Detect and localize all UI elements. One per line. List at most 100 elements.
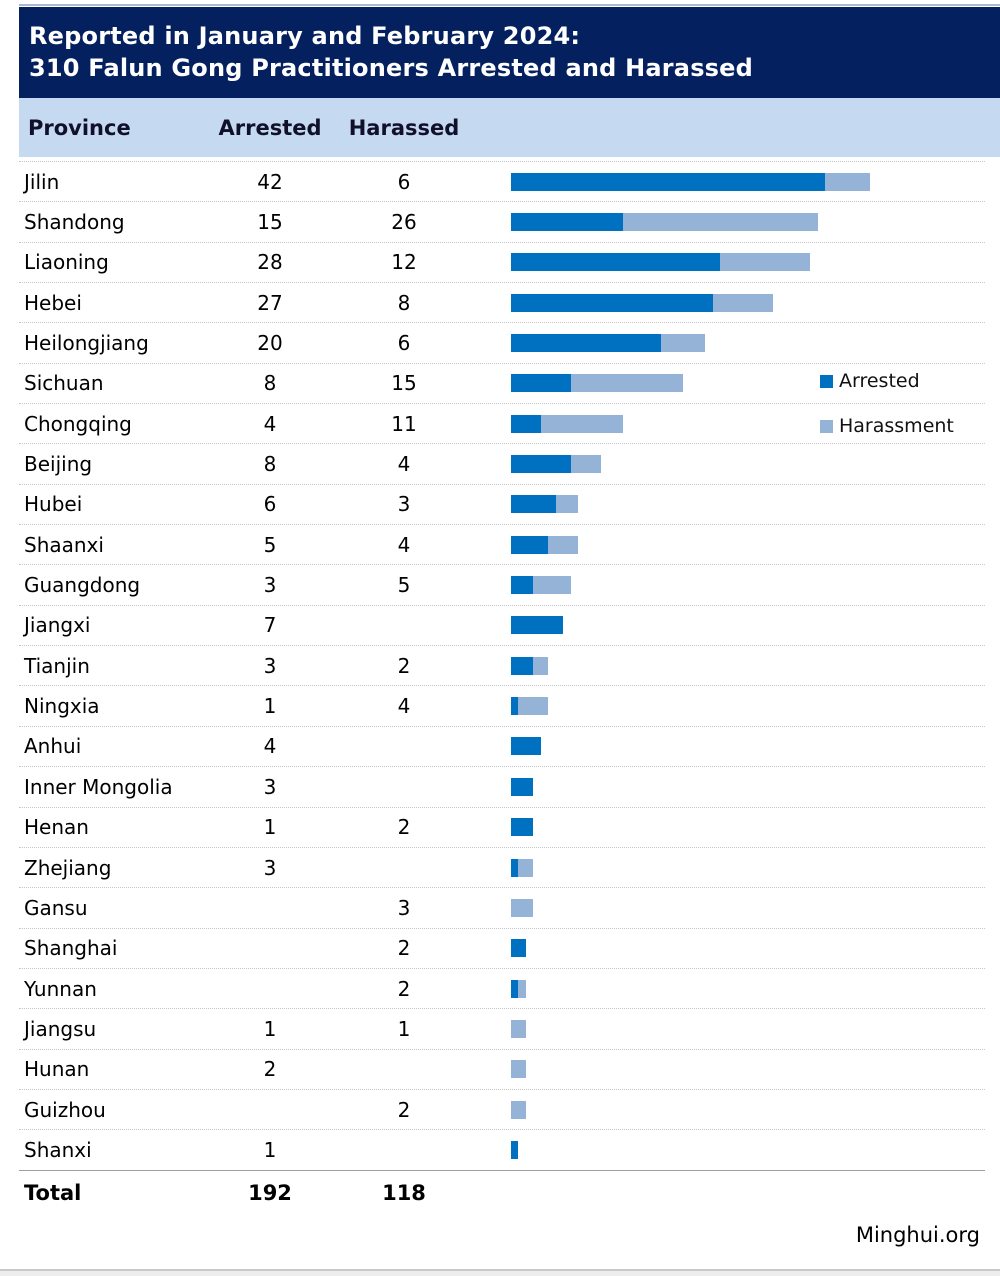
stacked-bar	[511, 374, 684, 393]
legend-label-harassment: Harassment	[839, 415, 954, 437]
bar-arrested	[511, 979, 519, 998]
bar-harassment	[570, 374, 684, 393]
province-label: Guizhou	[24, 1097, 106, 1122]
bar-harassment	[570, 455, 601, 474]
table-row: Jilin 42 6	[19, 161, 985, 201]
province-label: Tianjin	[24, 653, 90, 678]
total-arrested: 192	[248, 1180, 292, 1205]
title-line-1: Reported in January and February 2024:	[29, 22, 581, 50]
stacked-bar	[511, 939, 526, 958]
top-border-line	[19, 4, 1000, 6]
stacked-bar	[511, 656, 549, 675]
arrested-value: 42	[257, 169, 283, 194]
table-row: Shaanxi 5 4	[19, 524, 985, 564]
arrested-value: 1	[263, 815, 277, 840]
table-row: Hunan 2	[19, 1048, 985, 1089]
arrested-value: 1	[263, 1016, 277, 1041]
legend-item-harassment: Harassment	[820, 415, 954, 437]
arrested-value: 1	[263, 1137, 277, 1162]
bar-arrested	[511, 253, 721, 272]
harassed-value: 4	[397, 694, 411, 719]
harassed-value: 6	[397, 169, 411, 194]
province-label: Anhui	[24, 734, 82, 759]
bar-arrested	[511, 939, 526, 958]
harassed-value: 3	[397, 895, 411, 920]
arrested-value: 2	[263, 1057, 277, 1082]
stacked-bar	[511, 697, 549, 716]
stacked-bar	[511, 858, 534, 877]
bar-harassment	[660, 334, 706, 353]
stacked-bar	[511, 576, 571, 595]
stacked-bar	[511, 1140, 519, 1159]
province-label: Henan	[24, 815, 89, 840]
stacked-bar	[511, 979, 526, 998]
province-label: Gansu	[24, 895, 88, 920]
bar-arrested	[511, 818, 534, 837]
stacked-bar	[511, 818, 534, 837]
bar-harassment	[555, 495, 579, 514]
arrested-value: 8	[263, 452, 277, 477]
stacked-bar	[511, 777, 534, 796]
harassed-value: 12	[391, 250, 417, 275]
stacked-bar	[511, 1019, 526, 1038]
bar-arrested	[511, 172, 826, 191]
arrested-value: 7	[263, 613, 277, 638]
bar-arrested	[511, 697, 519, 716]
table-row: Shandong 15 26	[19, 201, 985, 241]
bar-harassment	[511, 898, 534, 917]
stacked-bar	[511, 253, 811, 272]
table-row: Beijing 8 4	[19, 443, 985, 483]
province-label: Shaanxi	[24, 532, 104, 557]
harassed-value: 2	[397, 1097, 411, 1122]
bar-arrested	[511, 576, 534, 595]
arrested-value: 6	[263, 492, 277, 517]
arrested-value: 3	[263, 573, 277, 598]
table-row: Ningxia 1 4	[19, 685, 985, 725]
table-row: Sichuan 8 15	[19, 362, 985, 403]
harassed-value: 6	[397, 331, 411, 356]
province-label: Zhejiang	[24, 855, 112, 880]
harassed-value: 4	[397, 532, 411, 557]
province-label: Liaoning	[24, 250, 109, 275]
province-label: Guangdong	[24, 573, 141, 598]
province-label: Hunan	[24, 1057, 90, 1082]
table-row: Anhui 4	[19, 725, 985, 766]
column-header-arrested: Arrested	[218, 115, 322, 140]
column-header-band: Province Arrested Harassed	[19, 98, 1000, 157]
stacked-bar	[511, 213, 818, 232]
harassed-value: 3	[397, 492, 411, 517]
bar-harassment	[712, 293, 773, 312]
table-row: Guangdong 3 5	[19, 564, 985, 604]
arrested-value: 8	[263, 371, 277, 396]
harassed-value: 2	[397, 936, 411, 961]
table-row: Hebei 27 8	[19, 282, 985, 322]
province-label: Hebei	[24, 290, 82, 315]
table-rows: Jilin 42 6 Shandong 15 26 Liaoning 28 12	[19, 161, 985, 1170]
arrested-swatch-icon	[820, 374, 833, 388]
table-row: Hubei 6 3	[19, 483, 985, 524]
bar-arrested	[511, 858, 519, 877]
table-row: Henan 1 2	[19, 806, 985, 847]
arrested-value: 3	[263, 653, 277, 678]
harassed-value: 11	[391, 411, 417, 436]
stacked-bar	[511, 616, 564, 635]
bar-arrested	[511, 737, 541, 756]
bottom-border-strip	[0, 1269, 1000, 1276]
bar-harassment	[533, 656, 549, 675]
arrested-value: 5	[263, 532, 277, 557]
harassed-value: 8	[397, 290, 411, 315]
arrested-value: 3	[263, 774, 277, 799]
bar-harassment	[533, 576, 571, 595]
province-label: Inner Mongolia	[24, 774, 173, 799]
harassment-swatch-icon	[820, 419, 833, 433]
total-row: Total 192 118	[19, 1170, 985, 1214]
stacked-bar	[511, 172, 871, 191]
bar-harassment	[548, 535, 579, 554]
table-row: Tianjin 3 2	[19, 645, 985, 685]
legend-item-arrested: Arrested	[820, 370, 920, 392]
bar-harassment	[540, 414, 624, 433]
province-label: Jiangsu	[24, 1016, 97, 1041]
province-label: Chongqing	[24, 411, 132, 436]
stacked-bar	[511, 898, 534, 917]
table-row: Guizhou 2	[19, 1088, 985, 1129]
